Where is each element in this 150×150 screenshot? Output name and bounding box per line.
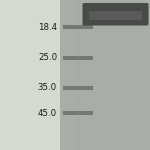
Bar [63,25,93,29]
Bar [0,0,78,150]
FancyBboxPatch shape [82,3,148,26]
Text: 35.0: 35.0 [38,83,57,92]
Text: 25.0: 25.0 [38,53,57,62]
Text: 18.4: 18.4 [38,22,57,32]
Bar [60,0,96,150]
Bar [89,11,142,20]
Bar [63,56,93,60]
Bar [78,0,150,150]
Text: 45.0: 45.0 [38,109,57,118]
Bar [63,111,93,115]
Bar [63,86,93,90]
